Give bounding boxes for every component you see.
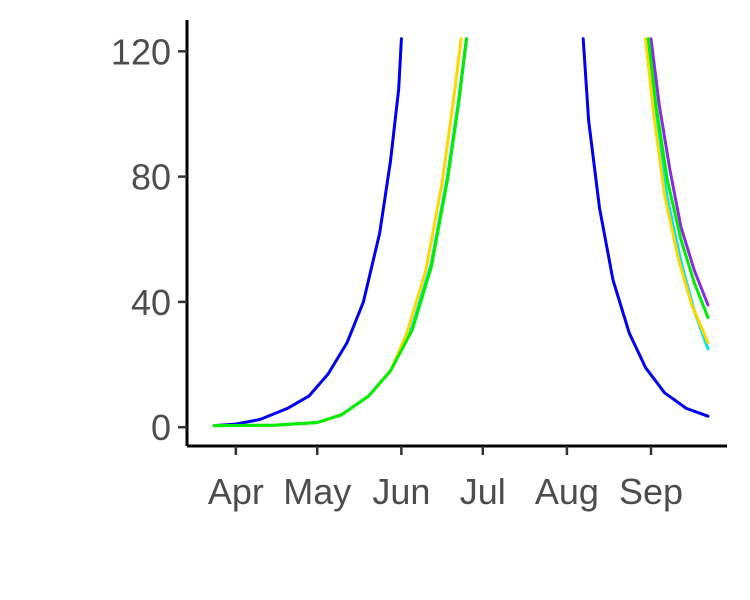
x-tick-label: Sep xyxy=(619,471,683,512)
x-tick-label: Jun xyxy=(372,471,430,512)
x-tick-label: May xyxy=(283,471,351,512)
x-tick-label: Aug xyxy=(535,471,599,512)
series-line-falling xyxy=(644,37,710,345)
y-tick-label: 120 xyxy=(111,31,171,72)
y-tick-label: 0 xyxy=(151,407,171,448)
series-line-rising xyxy=(212,37,468,428)
series-line-rising xyxy=(212,37,403,428)
series-line-rising xyxy=(212,37,468,428)
x-axis-ticks: Apr May Jun Jul Aug Sep xyxy=(208,446,683,512)
series-layer xyxy=(212,37,710,428)
x-tick-label: Jul xyxy=(460,471,506,512)
series-line-rising xyxy=(212,37,463,428)
axes xyxy=(185,20,727,448)
series-line-rising xyxy=(212,37,468,428)
y-tick-label: 80 xyxy=(131,157,171,198)
series-line-falling xyxy=(646,37,710,320)
y-axis-ticks: 0 40 80 120 xyxy=(111,31,187,448)
y-tick-label: 40 xyxy=(131,282,171,323)
x-tick-label: Apr xyxy=(208,471,264,512)
series-line-falling xyxy=(581,37,710,418)
series-line-falling xyxy=(649,37,710,307)
